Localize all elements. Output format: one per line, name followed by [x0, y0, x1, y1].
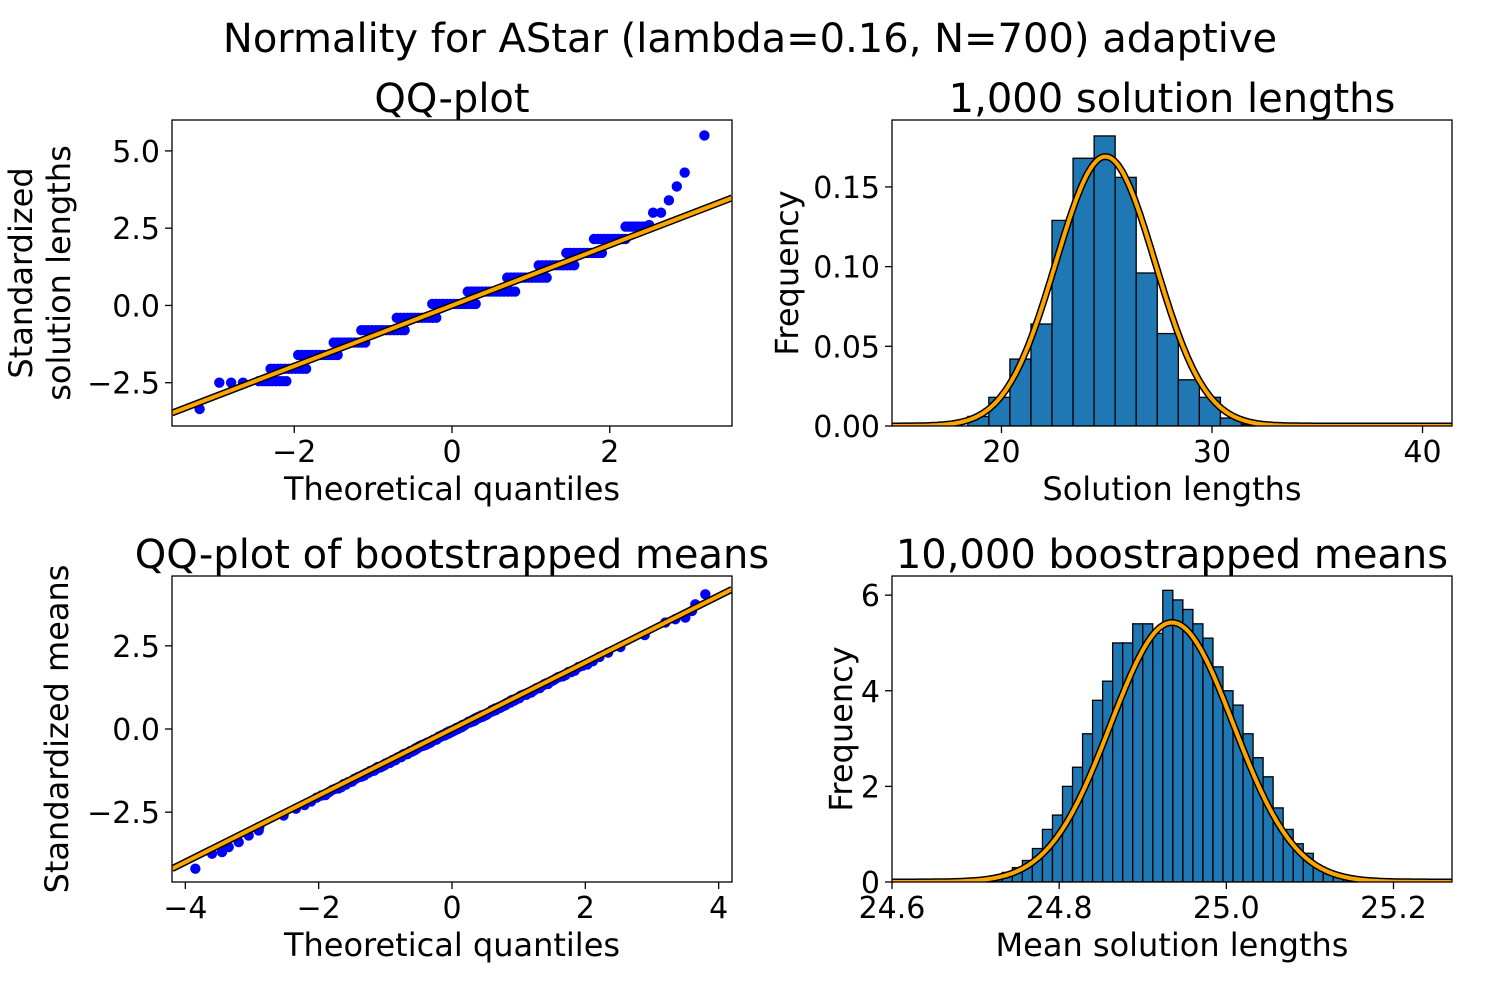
histogram-bar [1093, 135, 1116, 426]
qq-point [470, 298, 481, 310]
histogram-bar [1135, 272, 1158, 426]
y-tick-label: 5.0 [112, 135, 160, 170]
y-tick-label: 0 [861, 866, 880, 901]
y-axis-label-line: Standardized [2, 167, 40, 378]
y-axis-label: Standardized means [38, 565, 76, 894]
axes-frame [891, 119, 1453, 427]
x-axis-label: Mean solution lengths [996, 926, 1349, 964]
histogram-bar [1162, 589, 1174, 882]
x-tick-label: 40 [1403, 435, 1441, 470]
y-tick-label: −2.5 [87, 796, 160, 831]
histogram-bar [1114, 176, 1137, 426]
y-tick-label: 0.15 [813, 171, 880, 206]
plot-area [172, 130, 732, 417]
x-axis-label: Theoretical quantiles [283, 470, 620, 508]
y-axis-label: Standardizedsolution lengths [2, 145, 78, 401]
qq-point [190, 863, 201, 874]
qq-point [281, 375, 292, 387]
histogram-bar [1182, 608, 1194, 882]
plot-area [892, 589, 1452, 882]
histogram-bar [1156, 332, 1179, 426]
y-tick-label: 4 [861, 675, 880, 710]
qq-point [225, 377, 237, 388]
figure-title: Normality for AStar (lambda=0.16, N=700)… [223, 16, 1277, 62]
qq-point [663, 195, 675, 206]
histogram-bar [1071, 766, 1084, 882]
chart-title: 10,000 boostrapped means [896, 532, 1448, 578]
plot-area [892, 135, 1452, 426]
reference-line [172, 587, 732, 871]
histogram-bar [1061, 785, 1074, 882]
normal-fit-curve [892, 620, 1452, 882]
qq-point [679, 167, 690, 178]
histogram-bar [1081, 733, 1094, 882]
y-tick-label: −2.5 [87, 367, 160, 402]
chart-title: QQ-plot [374, 76, 529, 122]
axes-frame [891, 575, 1453, 883]
qq-point [647, 207, 659, 218]
y-tick-label: 0.0 [112, 289, 160, 324]
histogram-bar [1177, 379, 1201, 426]
histogram-bar [1091, 699, 1104, 882]
y-tick-label: 2 [861, 770, 880, 805]
x-tick-label: 4 [709, 891, 728, 926]
histogram-bar [1172, 599, 1184, 882]
x-tick-label: −4 [163, 891, 207, 926]
y-tick-label: 0.05 [813, 330, 880, 365]
x-tick-label: 25.2 [1360, 891, 1427, 926]
x-tick-label: 0 [442, 435, 461, 470]
x-tick-label: 20 [982, 435, 1020, 470]
x-tick-label: −2 [297, 891, 341, 926]
reference-line [172, 196, 732, 415]
x-tick-label: −2 [272, 435, 316, 470]
x-tick-label: 2 [600, 435, 619, 470]
histogram-bar [1112, 642, 1124, 882]
qq-point [509, 286, 521, 297]
x-tick-label: 24.8 [1026, 891, 1093, 926]
x-tick-label: 24.6 [859, 891, 926, 926]
y-tick-label: 2.5 [112, 212, 160, 247]
qq-point [700, 589, 711, 600]
chart-title: 1,000 solution lengths [949, 76, 1396, 122]
x-axis-label: Theoretical quantiles [283, 926, 620, 964]
qq-point [699, 130, 710, 141]
y-axis-label-line: solution lengths [40, 145, 78, 401]
y-axis-label: Frequency [768, 190, 806, 355]
histogram-bar [1101, 680, 1114, 882]
qq-point [214, 377, 225, 388]
y-tick-label: 0.10 [813, 251, 880, 286]
x-tick-label: 25.0 [1193, 891, 1260, 926]
x-tick-label: 2 [576, 891, 595, 926]
y-tick-label: 0.00 [813, 410, 880, 445]
x-axis-label: Solution lengths [1042, 470, 1301, 508]
chart-panel-2: 20 30 40 0.00 0.05 0.10 0.15 1,000 solution len… [768, 76, 1453, 508]
chart-title: QQ-plot of bootstrapped means [135, 532, 769, 578]
chart-panel-4: 24.6 24.8 25.0 25.2 0 2 4 6 10,000 boostrapped m… [822, 532, 1453, 964]
x-tick-label: 0 [442, 891, 461, 926]
plot-area [172, 586, 732, 874]
y-tick-label: 6 [861, 579, 880, 614]
histogram-bar [1142, 623, 1154, 882]
y-tick-label: 2.5 [112, 630, 160, 665]
histogram-bar [1192, 623, 1204, 882]
qq-point [655, 207, 667, 218]
qq-point [541, 272, 552, 283]
chart-panel-3: −4 −2 0 2 4 −2.5 0.0 2.5 QQ-plot of bootstrapped… [38, 532, 769, 964]
y-tick-label: 0.0 [112, 713, 160, 748]
chart-panel-1: −2 0 2 −2.5 0.0 2.5 5.0 QQ-plot Theoretical quan… [2, 76, 733, 508]
y-axis-label: Frequency [822, 646, 860, 811]
histogram-bar [1152, 632, 1164, 882]
x-tick-label: 30 [1193, 435, 1231, 470]
normal-fit-curve [892, 154, 1452, 426]
qq-point [671, 181, 682, 192]
